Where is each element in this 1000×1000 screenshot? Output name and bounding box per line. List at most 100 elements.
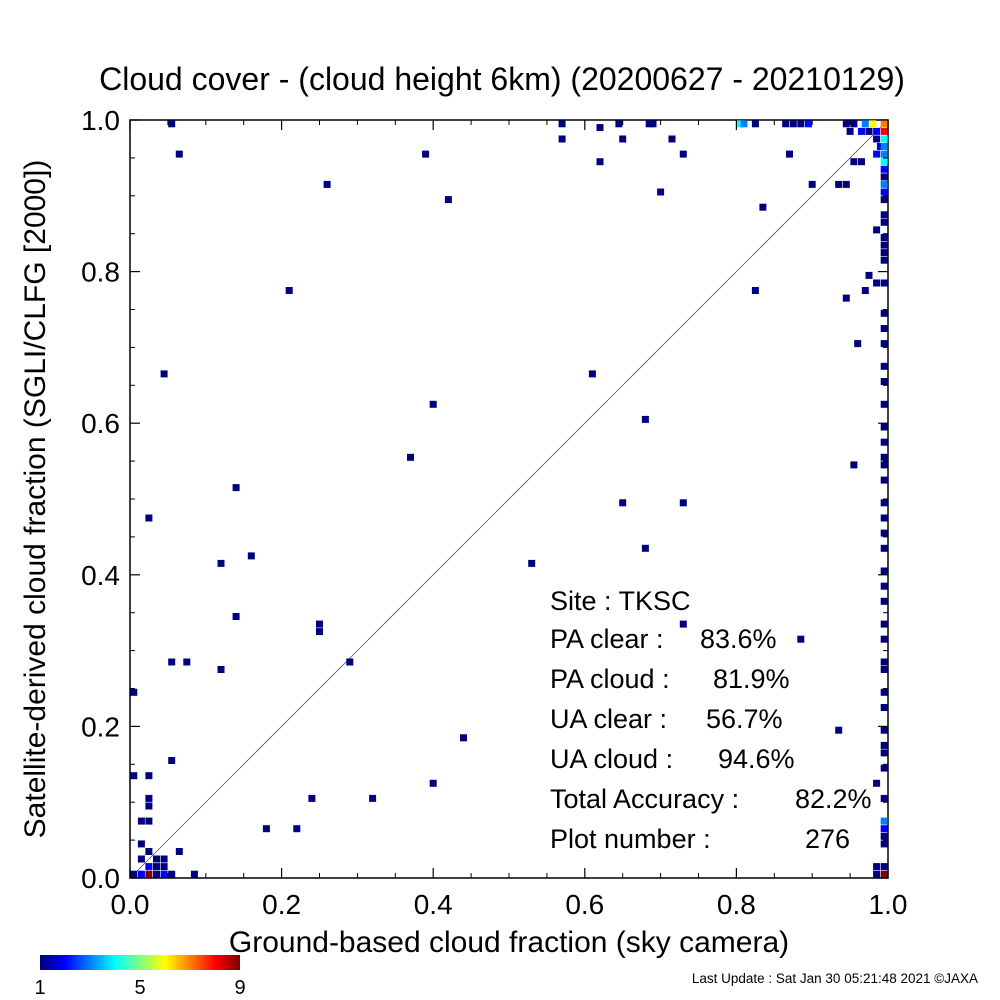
data-point [232,484,240,492]
colorbar-tick-mid: 5 [134,977,145,999]
data-point [160,370,168,378]
data-point [407,453,414,461]
data-point [168,870,176,878]
data-point [751,120,759,128]
stat-plot-number-value: 276 [805,824,850,854]
stat-pa-clear-label: PA clear : [550,624,664,654]
data-point [217,559,225,567]
data-point [145,817,153,825]
y-axis-ticks: 0.0 0.2 0.4 0.6 0.8 1.0 [81,105,888,894]
data-point [880,234,888,241]
data-point [641,544,649,552]
x-axis-label: Ground-based cloud fraction (sky camera) [229,926,789,959]
data-point [262,825,270,833]
data-point [804,120,812,128]
data-point [323,180,331,188]
data-point [880,211,888,219]
data-point [293,825,301,833]
data-point [880,749,888,757]
data-point [137,870,145,878]
colorbar [40,955,240,970]
diagonal-line [129,119,889,879]
data-point [880,158,888,166]
data-point [880,309,888,317]
data-point [880,666,888,673]
data-point [880,567,888,575]
y-tick-label: 1.0 [81,105,120,136]
data-point [880,135,888,143]
data-point [145,802,153,810]
data-point [873,870,881,878]
data-point [346,658,354,666]
data-point [880,180,888,188]
data-point [168,658,176,666]
x-tick-label: 0.0 [111,889,150,920]
data-point [880,150,888,158]
x-tick-label: 0.8 [717,889,756,920]
data-point [880,256,888,264]
colorbar-tick-max: 9 [234,977,245,999]
data-point [596,124,604,132]
data-point [649,120,657,128]
data-point [175,150,183,158]
data-point [880,218,888,226]
data-point [880,423,888,431]
data-point [880,794,888,802]
data-point [880,741,888,749]
stat-pa-cloud-value: 81.9% [713,664,790,694]
data-point [880,196,888,204]
data-point [880,325,888,332]
data-point [880,120,888,128]
data-point [168,757,176,764]
data-point [880,726,888,734]
data-point [137,840,145,848]
data-point [858,127,865,135]
data-point [145,772,153,780]
data-point [869,120,877,128]
data-point [880,476,888,484]
data-point [308,794,316,802]
data-point [679,499,687,507]
stat-site: Site : TKSC [550,586,691,616]
data-point [873,127,881,135]
data-point [880,582,888,590]
data-point [160,855,168,863]
data-point [880,832,888,840]
data-point [880,362,888,370]
stat-ua-cloud-value: 94.6% [718,744,795,774]
x-axis-ticks: 0.0 0.2 0.4 0.6 0.8 1.0 [111,120,908,920]
data-point [850,158,858,166]
stat-ua-cloud-label: UA cloud : [550,744,673,774]
data-point [873,279,881,287]
y-tick-label: 0.4 [81,560,120,591]
data-point [835,726,843,734]
data-point [880,658,888,666]
data-point [137,855,145,863]
stat-ua-clear-value: 56.7% [706,704,783,734]
data-point [880,143,888,150]
data-point [619,499,627,507]
data-point [873,135,881,143]
data-point [880,188,888,196]
data-point [880,249,888,257]
data-point [880,165,888,173]
data-point [880,499,888,507]
data-point [873,863,881,871]
colorbar-tick-min: 1 [34,977,45,999]
data-point [145,848,153,855]
data-point [153,863,160,871]
data-point [842,180,850,188]
data-point [880,688,888,696]
data-point [751,287,759,294]
data-point [880,817,888,825]
data-point [880,840,888,848]
data-point [641,415,649,423]
data-point [880,863,888,871]
data-point [782,120,790,128]
x-tick-label: 1.0 [869,889,908,920]
data-point [422,150,430,158]
data-point [873,779,881,787]
data-point [558,120,566,128]
data-point [876,143,884,150]
